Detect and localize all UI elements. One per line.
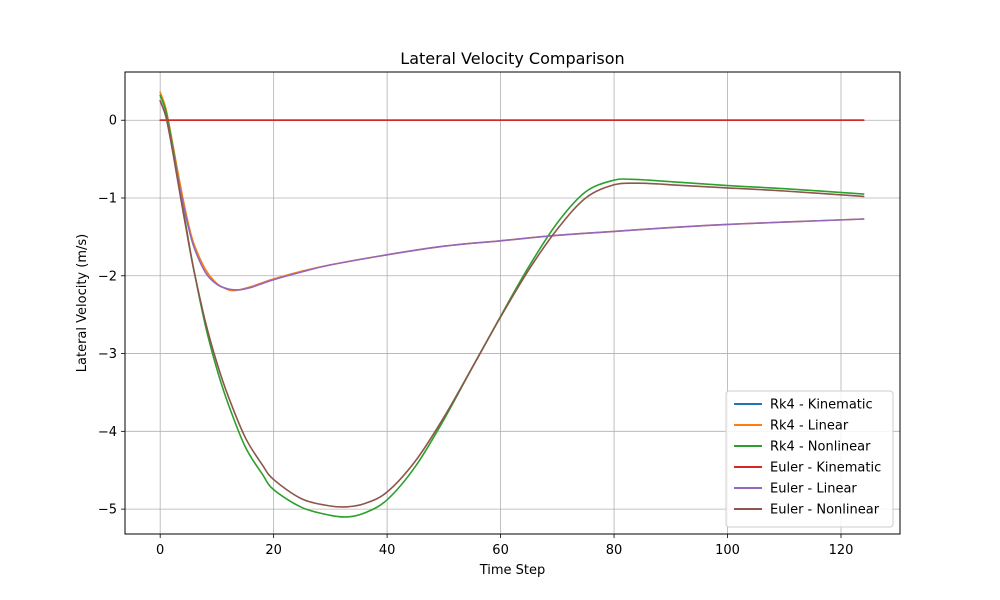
legend-label-euler-linear: Euler - Linear: [770, 482, 857, 497]
legend-label-euler-kinematic: Euler - Kinematic: [770, 461, 881, 476]
y-tick-label: −4: [98, 425, 117, 440]
x-tick-label: 20: [265, 543, 282, 558]
x-tick-label: 0: [156, 543, 164, 558]
x-tick-label: 120: [829, 543, 854, 558]
legend-label-rk4-kinematic: Rk4 - Kinematic: [770, 398, 873, 413]
legend-label-rk4-nonlinear: Rk4 - Nonlinear: [770, 440, 871, 455]
y-axis-label: Lateral Velocity (m/s): [75, 234, 90, 372]
x-tick-label: 100: [715, 543, 740, 558]
ticks-layer: 0 20 40 60 80 100 120 0 −1 −2 −3 −4 −5: [98, 114, 854, 558]
chart-title: Lateral Velocity Comparison: [400, 49, 624, 68]
legend-label-rk4-linear: Rk4 - Linear: [770, 419, 849, 434]
series-line-rk4-linear: [159, 91, 865, 292]
series-line-euler-linear: [159, 99, 865, 291]
legend-label-euler-nonlinear: Euler - Nonlinear: [770, 503, 880, 518]
series-line-euler-nonlinear: [159, 99, 865, 508]
legend: Rk4 - Kinematic Rk4 - Linear Rk4 - Nonline…: [725, 390, 894, 528]
y-tick-label: −1: [98, 192, 117, 207]
x-tick-label: 60: [492, 543, 509, 558]
y-tick-label: 0: [109, 114, 117, 129]
series-layer: [159, 91, 865, 518]
y-tick-label: −5: [98, 503, 117, 518]
x-tick-label: 80: [606, 543, 623, 558]
x-axis-label: Time Step: [479, 563, 546, 578]
x-tick-label: 40: [379, 543, 396, 558]
legend-box: [725, 390, 894, 528]
y-tick-label: −3: [98, 347, 117, 362]
y-tick-label: −2: [98, 269, 117, 284]
plot-area-frame: [124, 71, 901, 535]
